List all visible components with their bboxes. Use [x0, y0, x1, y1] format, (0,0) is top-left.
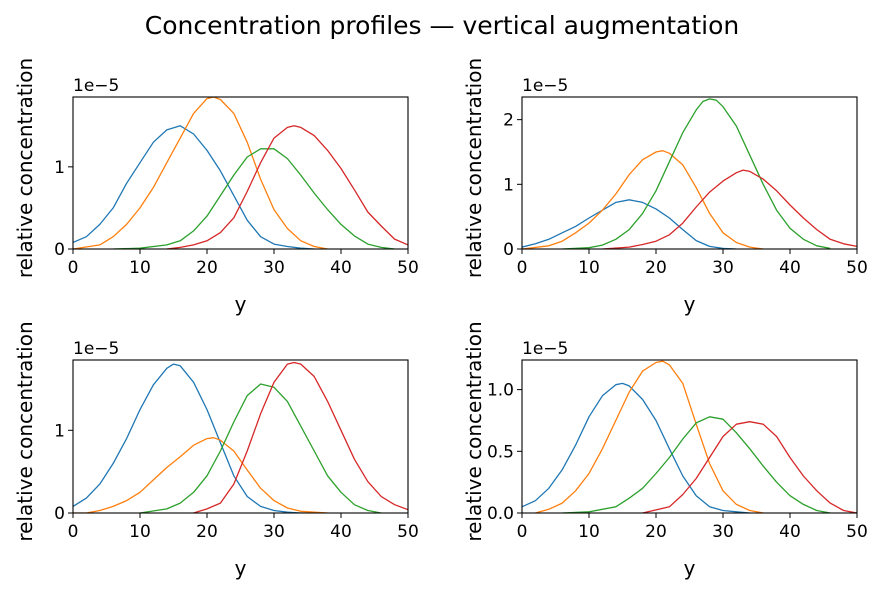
x-tick-label: 50	[397, 258, 419, 278]
x-tick-label: 0	[68, 522, 79, 542]
x-tick-label: 20	[196, 258, 218, 278]
x-axis-label: y	[684, 556, 696, 580]
y-tick-label: 1	[503, 175, 514, 195]
x-tick-label: 50	[846, 258, 868, 278]
axes-frame	[521, 359, 858, 514]
x-tick-label: 40	[330, 522, 352, 542]
x-tick-label: 10	[578, 258, 600, 278]
y-offset-label: 1e−5	[522, 76, 568, 96]
y-tick-label: 0	[503, 240, 514, 260]
series-line	[562, 416, 831, 513]
y-axis-label: relative concentration	[13, 321, 37, 541]
subplot-top-left: 0 10 20 30 40 50 0 1 1e−5 y relative concentration	[13, 58, 419, 316]
y-axis-label: relative concentration	[13, 58, 37, 278]
x-tick-label: 30	[712, 258, 734, 278]
x-tick-label: 30	[263, 522, 285, 542]
x-tick-label: 50	[397, 522, 419, 542]
x-tick-label: 20	[645, 258, 667, 278]
subplot-bottom-right: 0 10 20 30 40 50 0.0 0.5 1.0 1e−5 y relative concen…	[462, 321, 868, 580]
y-tick-label: 2	[503, 111, 514, 131]
x-tick-label: 40	[779, 258, 801, 278]
x-tick-label: 50	[846, 522, 868, 542]
series-line	[602, 169, 857, 249]
subplot-top-right: 0 10 20 30 40 50 0 1 2 1e−5 y relative concentratio…	[462, 58, 868, 316]
y-tick-label: 1	[54, 421, 65, 441]
x-tick-label: 20	[645, 522, 667, 542]
y-tick-label: 0.0	[487, 504, 514, 524]
series-line	[522, 199, 737, 249]
series-line	[139, 383, 382, 513]
series-line	[193, 361, 408, 513]
x-axis-label: y	[235, 292, 247, 316]
x-tick-label: 0	[68, 258, 79, 278]
x-tick-label: 0	[517, 522, 528, 542]
series-line	[113, 148, 395, 249]
axes-frame	[72, 96, 409, 250]
series-line	[535, 360, 764, 513]
series-line	[522, 382, 750, 513]
axes-frame	[521, 96, 858, 250]
y-tick-label: 0.5	[487, 442, 514, 462]
y-tick-label: 1.0	[487, 381, 514, 401]
x-axis-label: y	[684, 292, 696, 316]
y-tick-label: 1	[54, 158, 65, 178]
x-axis-label: y	[235, 556, 247, 580]
series-line	[522, 150, 764, 249]
x-tick-label: 30	[263, 258, 285, 278]
series-line	[642, 421, 857, 513]
y-offset-label: 1e−5	[73, 339, 119, 359]
series-line	[73, 125, 315, 249]
x-tick-label: 10	[578, 522, 600, 542]
y-offset-label: 1e−5	[73, 76, 119, 96]
series-line	[73, 363, 315, 513]
series-line	[166, 125, 408, 249]
x-tick-label: 0	[517, 258, 528, 278]
x-tick-label: 10	[129, 522, 151, 542]
y-axis-label: relative concentration	[462, 321, 486, 541]
x-tick-label: 40	[779, 522, 801, 542]
y-tick-label: 0	[54, 240, 65, 260]
x-tick-label: 20	[196, 522, 218, 542]
y-offset-label: 1e−5	[522, 339, 568, 359]
y-tick-label: 0	[54, 504, 65, 524]
x-tick-label: 30	[712, 522, 734, 542]
series-line	[73, 97, 328, 249]
y-axis-label: relative concentration	[462, 58, 486, 278]
series-line	[562, 98, 831, 249]
x-tick-label: 40	[330, 258, 352, 278]
figure-title: Concentration profiles — vertical augmen…	[145, 11, 739, 40]
axes-frame	[72, 359, 409, 514]
x-tick-label: 10	[129, 258, 151, 278]
subplot-bottom-left: 0 10 20 30 40 50 0 1 1e−5 y relative concentration	[13, 321, 419, 580]
series-line	[73, 437, 328, 513]
